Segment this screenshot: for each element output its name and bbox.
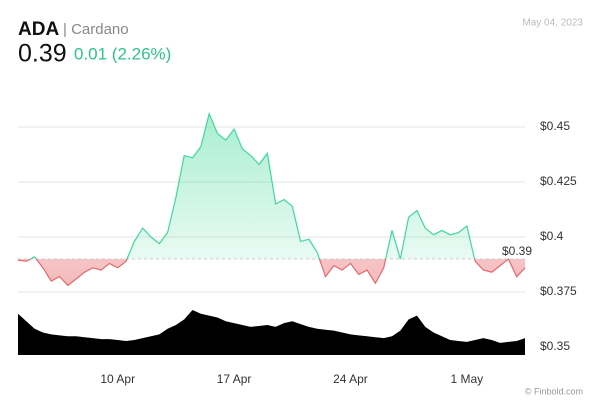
y-tick-label: $0.45 [540,119,570,133]
price: 0.39 [18,40,67,68]
last-price-label: $0.39 [502,244,532,258]
y-tick-label: $0.375 [540,284,577,298]
volume-area [18,310,525,355]
area-down [18,259,525,286]
date: May 04, 2023 [522,18,583,29]
price-change: 0.01 (2.26%) [74,44,171,63]
x-tick-label: 10 Apr [100,372,135,386]
watermark: © Finbold.com [525,386,583,396]
y-tick-label: $0.4 [540,229,564,243]
price-line-down [17,259,526,287]
symbol: ADA [18,19,59,40]
asset-name: | Cardano [63,21,129,38]
y-tick-label: $0.425 [540,174,577,188]
area-up [30,113,475,260]
x-tick-label: 17 Apr [217,372,252,386]
x-tick-label: 1 May [450,372,483,386]
price-line-up [29,111,510,260]
x-tick-label: 24 Apr [333,372,368,386]
y-tick-label: $0.35 [540,339,570,353]
